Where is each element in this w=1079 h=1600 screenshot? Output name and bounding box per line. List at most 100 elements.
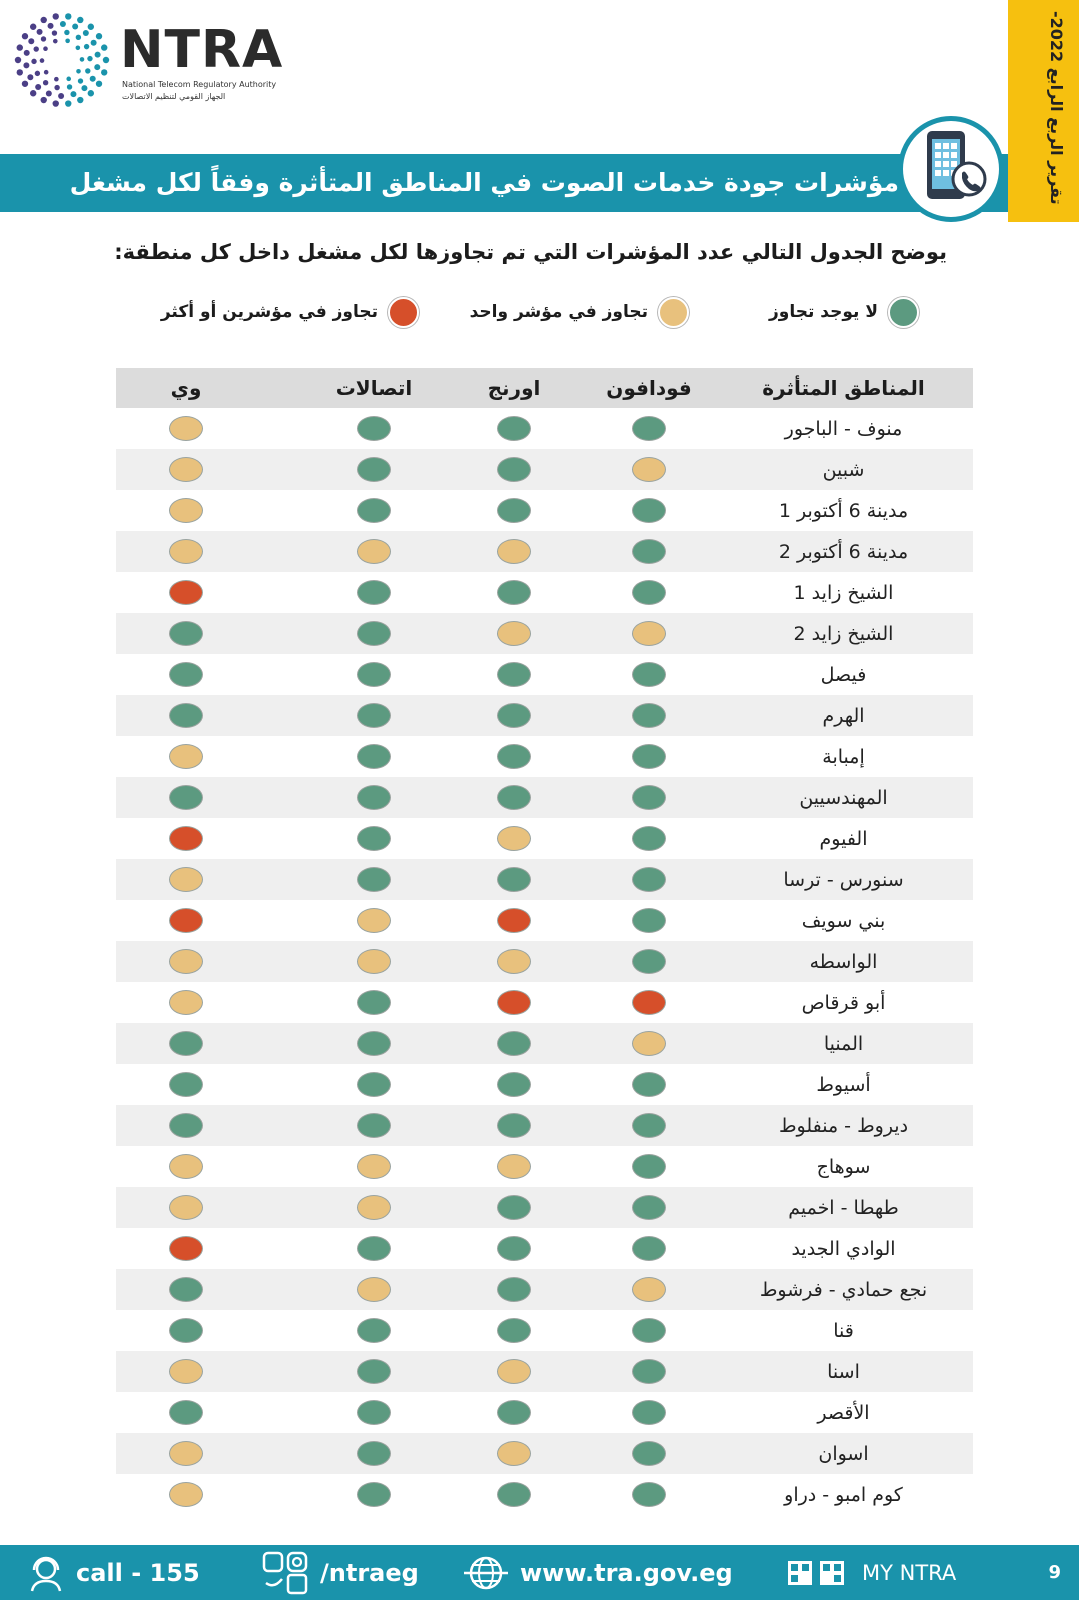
- region-name: الهرم: [822, 704, 865, 727]
- orange-status-dot: [497, 744, 531, 769]
- region-name: بني سويف: [801, 909, 886, 932]
- region-name: اسنا: [827, 1360, 860, 1383]
- region-name: إمبابة: [822, 745, 865, 768]
- we-cell: [116, 1187, 256, 1228]
- etisalat-cell: [304, 654, 444, 695]
- vodafone-status-dot: [632, 1154, 666, 1179]
- etisalat-status-dot: [357, 949, 391, 974]
- we-cell: [116, 900, 256, 941]
- footer-website[interactable]: www.tra.gov.eg: [462, 1545, 733, 1600]
- orange-cell: [444, 1023, 584, 1064]
- etisalat-cell: [304, 1105, 444, 1146]
- etisalat-cell: [304, 1146, 444, 1187]
- orange-cell: [444, 449, 584, 490]
- orange-status-dot: [497, 949, 531, 974]
- vodafone-status-dot: [632, 990, 666, 1015]
- vodafone-cell: [584, 1228, 714, 1269]
- region-name: أبو قرقاص: [801, 991, 886, 1014]
- table-row: بني سويف: [116, 900, 973, 941]
- we-status-dot: [169, 1359, 203, 1384]
- table-row: كوم امبو - دراو: [116, 1474, 973, 1515]
- orange-cell: [444, 490, 584, 531]
- table-row: الهرم: [116, 695, 973, 736]
- row-area-cell: قنا: [714, 1310, 973, 1351]
- vodafone-status-dot: [632, 498, 666, 523]
- we-status-dot: [169, 1236, 203, 1261]
- footer-app[interactable]: MY NTRA: [788, 1545, 956, 1600]
- orange-cell: [444, 654, 584, 695]
- etisalat-cell: [304, 941, 444, 982]
- vodafone-status-dot: [632, 1441, 666, 1466]
- intro-text: يوضح الجدول التالي عدد المؤشرات التي تم …: [114, 240, 947, 264]
- region-name: سنورس - ترسا: [783, 868, 904, 891]
- we-cell: [116, 1064, 256, 1105]
- vodafone-status-dot: [632, 826, 666, 851]
- vodafone-status-dot: [632, 1072, 666, 1097]
- vodafone-status-dot: [632, 949, 666, 974]
- orange-status-dot: [497, 867, 531, 892]
- row-area-cell: الوادي الجديد: [714, 1228, 973, 1269]
- etisalat-status-dot: [357, 457, 391, 482]
- orange-cell: [444, 531, 584, 572]
- we-status-dot: [169, 1400, 203, 1425]
- we-cell: [116, 490, 256, 531]
- we-status-dot: [169, 744, 203, 769]
- page-number: 9: [1048, 1562, 1061, 1583]
- vodafone-status-dot: [632, 908, 666, 933]
- table-row: أبو قرقاص: [116, 982, 973, 1023]
- vodafone-status-dot: [632, 457, 666, 482]
- orange-cell: [444, 695, 584, 736]
- we-status-dot: [169, 539, 203, 564]
- footer-website-label: www.tra.gov.eg: [520, 1558, 733, 1587]
- orange-cell: [444, 1310, 584, 1351]
- table-row: الوادي الجديد: [116, 1228, 973, 1269]
- we-cell: [116, 1269, 256, 1310]
- table-row: المنيا: [116, 1023, 973, 1064]
- header-vodafone: فودافون: [606, 376, 692, 400]
- row-area-cell: كوم امبو - دراو: [714, 1474, 973, 1515]
- we-cell: [116, 1105, 256, 1146]
- etisalat-cell: [304, 1474, 444, 1515]
- etisalat-cell: [304, 900, 444, 941]
- vodafone-cell: [584, 695, 714, 736]
- etisalat-status-dot: [357, 744, 391, 769]
- orange-cell: [444, 1187, 584, 1228]
- table-row: إمبابة: [116, 736, 973, 777]
- table-row: منوف - الباجور: [116, 408, 973, 449]
- vodafone-cell: [584, 1146, 714, 1187]
- orange-status-dot: [497, 826, 531, 851]
- etisalat-status-dot: [357, 703, 391, 728]
- legend-two-plus: تجاوز في مؤشرين أو أكثر: [161, 296, 419, 328]
- orange-status-dot: [497, 1318, 531, 1343]
- etisalat-cell: [304, 777, 444, 818]
- table-row: الواسطه: [116, 941, 973, 982]
- region-name: قنا: [833, 1319, 854, 1342]
- row-area-cell: شبين: [714, 449, 973, 490]
- header-area: المناطق المتأثرة: [762, 376, 925, 400]
- vodafone-cell: [584, 900, 714, 941]
- etisalat-cell: [304, 1187, 444, 1228]
- region-name: أسيوط: [816, 1073, 871, 1096]
- footer-social[interactable]: /ntraeg: [262, 1545, 419, 1600]
- we-status-dot: [169, 1195, 203, 1220]
- orange-cell: [444, 900, 584, 941]
- we-status-dot: [169, 908, 203, 933]
- etisalat-status-dot: [357, 785, 391, 810]
- etisalat-cell: [304, 1310, 444, 1351]
- orange-cell: [444, 1228, 584, 1269]
- we-status-dot: [169, 416, 203, 441]
- etisalat-cell: [304, 859, 444, 900]
- table-row: المهندسيين: [116, 777, 973, 818]
- region-name: مدينة 6 أكتوبر 2: [778, 540, 909, 563]
- vodafone-cell: [584, 531, 714, 572]
- table-row: اسوان: [116, 1433, 973, 1474]
- vodafone-status-dot: [632, 1236, 666, 1261]
- row-area-cell: سوهاج: [714, 1146, 973, 1187]
- vodafone-cell: [584, 572, 714, 613]
- etisalat-cell: [304, 449, 444, 490]
- etisalat-cell: [304, 613, 444, 654]
- orange-cell: [444, 982, 584, 1023]
- table-row: أسيوط: [116, 1064, 973, 1105]
- orange-cell: [444, 613, 584, 654]
- vodafone-cell: [584, 449, 714, 490]
